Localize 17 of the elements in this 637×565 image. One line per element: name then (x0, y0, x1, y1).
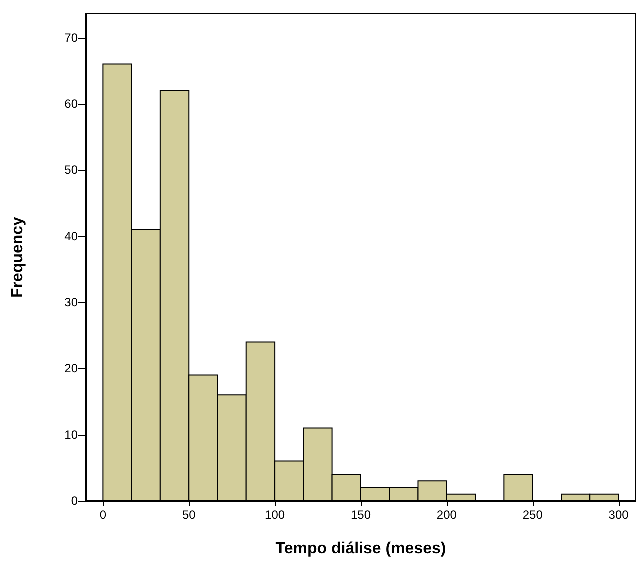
x-tick-label: 0 (100, 508, 107, 522)
x-tick-label: 200 (436, 508, 458, 522)
x-tick-label: 250 (522, 508, 544, 522)
x-tick-label: 100 (265, 508, 286, 522)
x-tick-label: 150 (350, 508, 372, 522)
x-tick-label: 50 (182, 508, 196, 522)
y-tick-label: 0 (71, 494, 78, 508)
x-tick-label: 300 (608, 508, 630, 522)
y-tick-label: 20 (64, 362, 78, 376)
y-tick-label: 70 (64, 30, 78, 45)
y-tick-label: 60 (64, 96, 78, 111)
y-axis-title: Frequency (10, 216, 26, 298)
y-tick-label: 50 (64, 163, 78, 178)
y-tick-label: 10 (64, 428, 78, 442)
y-tick-label: 40 (64, 229, 78, 244)
y-tick-label: 30 (64, 295, 78, 310)
x-axis-title: Tempo diálise (meses) (276, 540, 446, 558)
